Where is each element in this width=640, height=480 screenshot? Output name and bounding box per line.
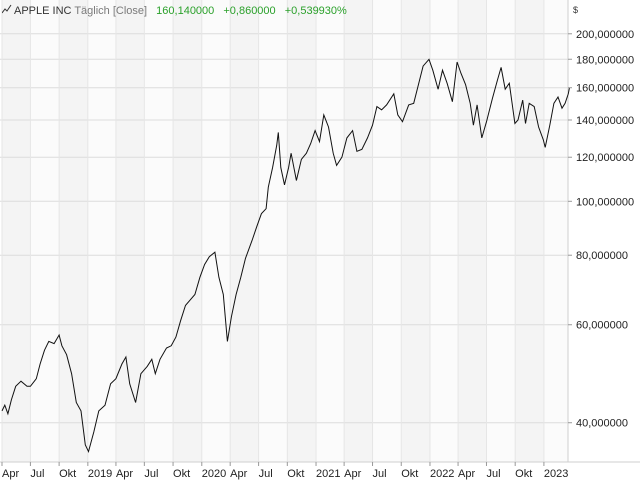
quarter-bands — [2, 0, 568, 462]
y-axis-ticks: 40,000000 60,000000 80,000000 100,000000 120… — [568, 29, 634, 430]
y-tick-label: 60,000000 — [576, 320, 628, 332]
chart-header: APPLE INC Täglich [Close] 160,140000 +0,… — [1, 3, 347, 19]
x-tick-label: Jul — [373, 468, 387, 480]
x-tick-label: 2023 — [544, 468, 568, 480]
last-price: 160,140000 — [156, 5, 215, 17]
x-tick-label: Jul — [486, 468, 500, 480]
quarter-band — [429, 0, 459, 462]
y-tick-label: 100,000000 — [576, 196, 634, 208]
quarter-band — [344, 0, 373, 462]
x-tick-label: Jul — [30, 468, 44, 480]
quarter-band — [258, 0, 288, 462]
x-tick-label: 2022 — [430, 468, 454, 480]
interval-label: Täglich — [74, 5, 110, 17]
x-tick-label: Okt — [401, 468, 418, 480]
y-tick-label: 200,000000 — [576, 29, 634, 41]
x-tick-label: 2021 — [316, 468, 340, 480]
price-change-percent: +0,539930% — [284, 5, 347, 17]
x-tick-label: 2019 — [88, 468, 112, 480]
price-mode-label: [Close] — [112, 5, 148, 17]
x-tick-label: Okt — [59, 468, 76, 480]
quarter-band — [287, 0, 317, 462]
y-tick-label: 40,000000 — [576, 418, 628, 430]
quarter-band — [372, 0, 402, 462]
quarter-band — [486, 0, 516, 462]
x-tick-label: Jul — [144, 468, 158, 480]
x-tick-label: Apr — [344, 468, 361, 480]
price-change: +0,860000 — [223, 5, 276, 17]
quarter-band — [316, 0, 345, 462]
quarter-band — [401, 0, 430, 462]
vertical-grid — [1, 0, 545, 462]
y-tick-label: 160,000000 — [576, 83, 634, 95]
quarter-band — [201, 0, 231, 462]
line-chart-icon — [1, 3, 12, 19]
quarter-band — [30, 0, 60, 462]
quarter-band — [543, 0, 568, 462]
x-axis-ticks: Apr Jul Okt 2019 Apr Jul Okt 2020 Apr Jul Okt 2021 A… — [1, 462, 568, 480]
y-tick-label: 180,000000 — [576, 54, 634, 66]
x-tick-label: Okt — [287, 468, 304, 480]
y-tick-label: 80,000000 — [576, 250, 628, 262]
currency-unit: $ — [573, 5, 579, 15]
quarter-band — [59, 0, 88, 462]
quarter-band — [173, 0, 202, 462]
x-tick-label: Okt — [173, 468, 190, 480]
quarter-band — [2, 0, 31, 462]
quarter-band — [515, 0, 544, 462]
y-tick-label: 120,000000 — [576, 152, 634, 164]
x-tick-label: Apr — [458, 468, 475, 480]
x-tick-label: Apr — [2, 468, 19, 480]
quarter-band — [230, 0, 259, 462]
y-tick-label: 140,000000 — [576, 115, 634, 127]
price-series-line — [1, 58, 570, 454]
horizontal-grid — [0, 33, 568, 424]
instrument-name: APPLE INC — [14, 5, 72, 17]
x-tick-label: Okt — [515, 468, 532, 480]
x-tick-label: Apr — [116, 468, 133, 480]
quarter-band — [115, 0, 145, 462]
quarter-band — [458, 0, 487, 462]
x-tick-label: 2020 — [202, 468, 226, 480]
x-tick-label: Apr — [230, 468, 247, 480]
quarter-band — [87, 0, 116, 462]
x-tick-label: Jul — [259, 468, 273, 480]
quarter-band — [144, 0, 174, 462]
